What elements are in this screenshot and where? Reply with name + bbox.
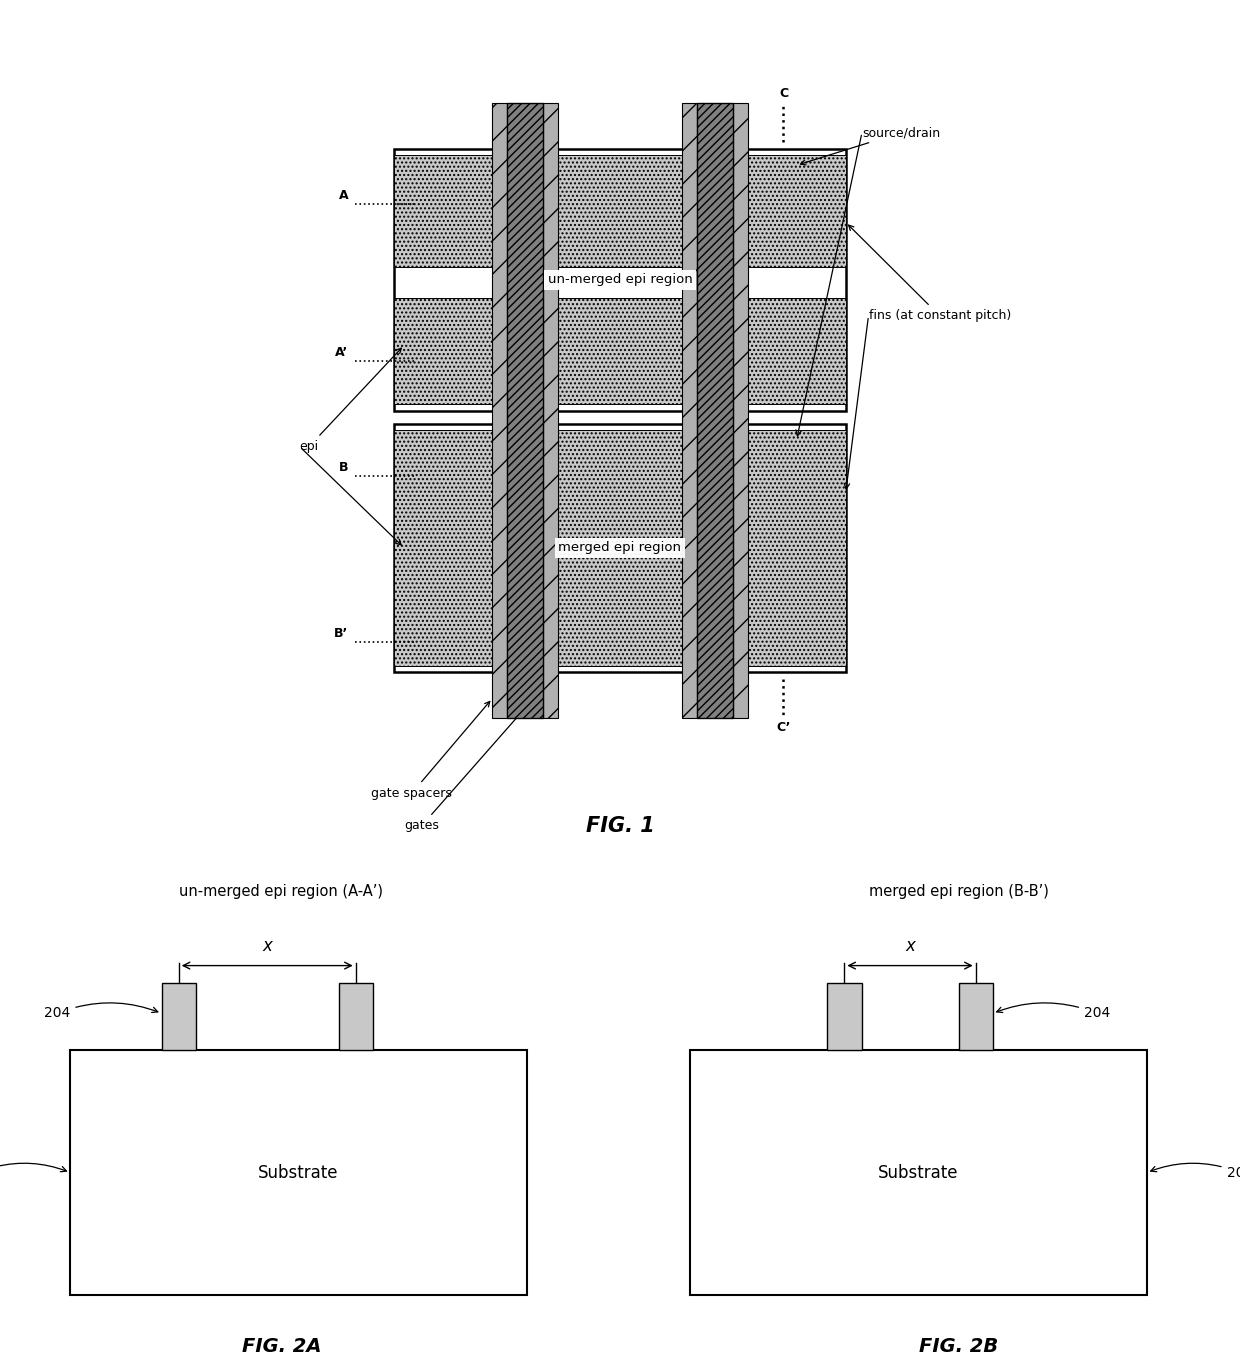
Text: x: x [263,938,272,955]
Bar [507,103,543,718]
Text: 202: 202 [0,1164,67,1180]
Bar [161,984,196,1050]
Bar [543,103,558,718]
Text: merged epi region (B-B’): merged epi region (B-B’) [868,884,1049,898]
Bar [733,103,748,718]
Bar [492,103,507,718]
Bar [339,984,373,1050]
Text: A’: A’ [335,346,348,359]
Bar [748,298,846,405]
Text: FIG. 1: FIG. 1 [585,816,655,836]
Bar [558,298,682,405]
Text: FIG. 2A: FIG. 2A [242,1337,321,1353]
Text: gates: gates [404,712,522,832]
Text: FIG. 2B: FIG. 2B [919,1337,998,1353]
Bar [827,984,862,1050]
Bar [691,1050,1147,1295]
Text: B’: B’ [335,628,348,640]
Text: x: x [905,938,915,955]
Text: un-merged epi region: un-merged epi region [548,273,692,287]
Bar [558,430,682,666]
Bar [394,298,492,405]
Bar [394,156,492,267]
Text: 204: 204 [997,1003,1110,1020]
Text: A: A [339,189,348,202]
Text: un-merged epi region (A-A’): un-merged epi region (A-A’) [180,884,383,898]
Text: Substrate: Substrate [258,1164,339,1181]
Text: Substrate: Substrate [878,1164,959,1181]
Text: 202: 202 [1151,1164,1240,1180]
Text: C: C [779,87,789,100]
Bar [959,984,993,1050]
Bar [394,149,846,410]
Bar [394,430,492,666]
Text: epi: epi [300,348,402,453]
Bar [71,1050,527,1295]
Text: 204: 204 [45,1003,157,1020]
Text: fins (at constant pitch): fins (at constant pitch) [848,225,1011,322]
Text: merged epi region: merged epi region [558,541,682,555]
Text: B: B [339,461,348,474]
Bar [697,103,733,718]
Text: C’: C’ [776,721,791,735]
Bar [748,430,846,666]
Bar [394,423,846,672]
Bar [682,103,697,718]
Bar [748,156,846,267]
Text: gate spacers: gate spacers [372,701,490,800]
Text: source/drain: source/drain [801,126,940,165]
Bar [558,156,682,267]
